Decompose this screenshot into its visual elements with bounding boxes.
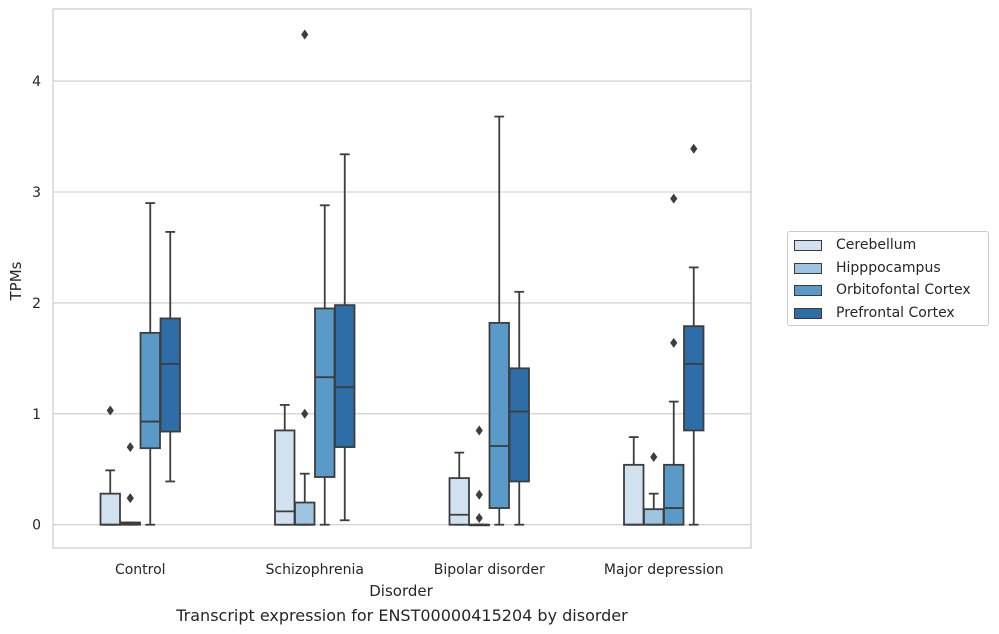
outlier-point [690, 143, 698, 154]
box [314, 307, 336, 478]
legend-label-prefrontal: Prefrontal Cortex [836, 305, 955, 321]
x-axis: Control Schizophrenia Bipolar disorder Majo… [115, 562, 724, 578]
outlier-point [126, 493, 134, 504]
box [683, 325, 705, 432]
legend-swatch-hippocampus [794, 262, 822, 274]
y-tick-label-0: 0 [32, 518, 41, 534]
legend-swatch-prefrontal [794, 307, 822, 319]
box-series [99, 29, 705, 527]
outlier-point [475, 489, 483, 500]
box [448, 477, 470, 526]
x-tick-label-bipolar-disorder: Bipolar disorder [434, 562, 545, 578]
legend-swatch-orbitofrontal [794, 284, 822, 296]
outlier-point [475, 425, 483, 436]
outlier-point [126, 442, 134, 453]
box [274, 429, 296, 526]
y-axis-label: TPMs [7, 261, 25, 301]
series-prefrontal-cortex [159, 143, 705, 526]
box [663, 463, 685, 526]
chart-caption: Transcript expression for ENST0000041520… [176, 606, 628, 625]
box [508, 367, 530, 483]
plot-area [52, 8, 752, 549]
x-axis-label: Disorder [369, 582, 433, 600]
legend-label-cerebellum: Cerebellum [836, 237, 917, 253]
legend-item-cerebellum: Cerebellum [794, 235, 916, 255]
outlier-point [106, 405, 114, 416]
y-axis: 0 1 2 3 4 [32, 74, 41, 534]
x-tick-label-major-depression: Major depression [604, 562, 724, 578]
legend-item-prefrontal: Prefrontal Cortex [794, 303, 955, 323]
y-tick-label-3: 3 [32, 185, 41, 201]
legend-label-hippocampus: Hipppocampus [836, 260, 941, 276]
box [623, 463, 645, 526]
outlier-point [670, 337, 678, 348]
box [643, 508, 665, 526]
box [294, 501, 316, 526]
outlier-point [475, 513, 483, 524]
box [139, 331, 161, 450]
legend-item-hippocampus: Hipppocampus [794, 258, 941, 278]
y-tick-label-2: 2 [32, 296, 41, 312]
legend-label-orbitofrontal: Orbitofontal Cortex [836, 282, 971, 298]
outlier-point [301, 408, 309, 419]
x-tick-label-schizophrenia: Schizophrenia [266, 562, 364, 578]
outlier-point [670, 193, 678, 204]
series-cerebellum [99, 404, 645, 526]
box [334, 304, 356, 448]
y-tick-label-4: 4 [32, 74, 41, 90]
legend-item-orbitofrontal: Orbitofontal Cortex [794, 280, 971, 300]
y-tick-label-1: 1 [32, 407, 41, 423]
legend: Cerebellum Hipppocampus Orbitofontal Cor… [787, 231, 989, 326]
box [488, 321, 510, 509]
outlier-point [301, 29, 309, 40]
x-tick-label-control: Control [115, 562, 166, 578]
series-orbitofontal-cortex [139, 115, 685, 526]
legend-swatch-cerebellum [794, 239, 822, 251]
box [159, 317, 181, 433]
outlier-point [650, 452, 658, 463]
box [99, 492, 121, 526]
series-hipppocampus [119, 29, 665, 527]
